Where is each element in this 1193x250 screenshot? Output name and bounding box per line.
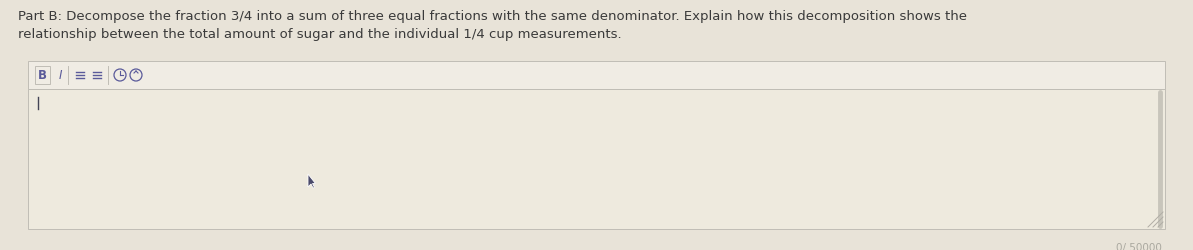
Text: 0/ 50000: 0/ 50000 xyxy=(1117,242,1162,250)
Bar xyxy=(27,90,1166,229)
Text: relationship between the total amount of sugar and the individual 1/4 cup measur: relationship between the total amount of… xyxy=(18,28,622,41)
Bar xyxy=(27,62,1166,90)
Bar xyxy=(35,67,50,85)
Text: I: I xyxy=(58,69,62,82)
Polygon shape xyxy=(308,174,315,188)
Text: Part B: Decompose the fraction 3/4 into a sum of three equal fractions with the : Part B: Decompose the fraction 3/4 into … xyxy=(18,10,968,23)
Text: B: B xyxy=(38,69,47,82)
